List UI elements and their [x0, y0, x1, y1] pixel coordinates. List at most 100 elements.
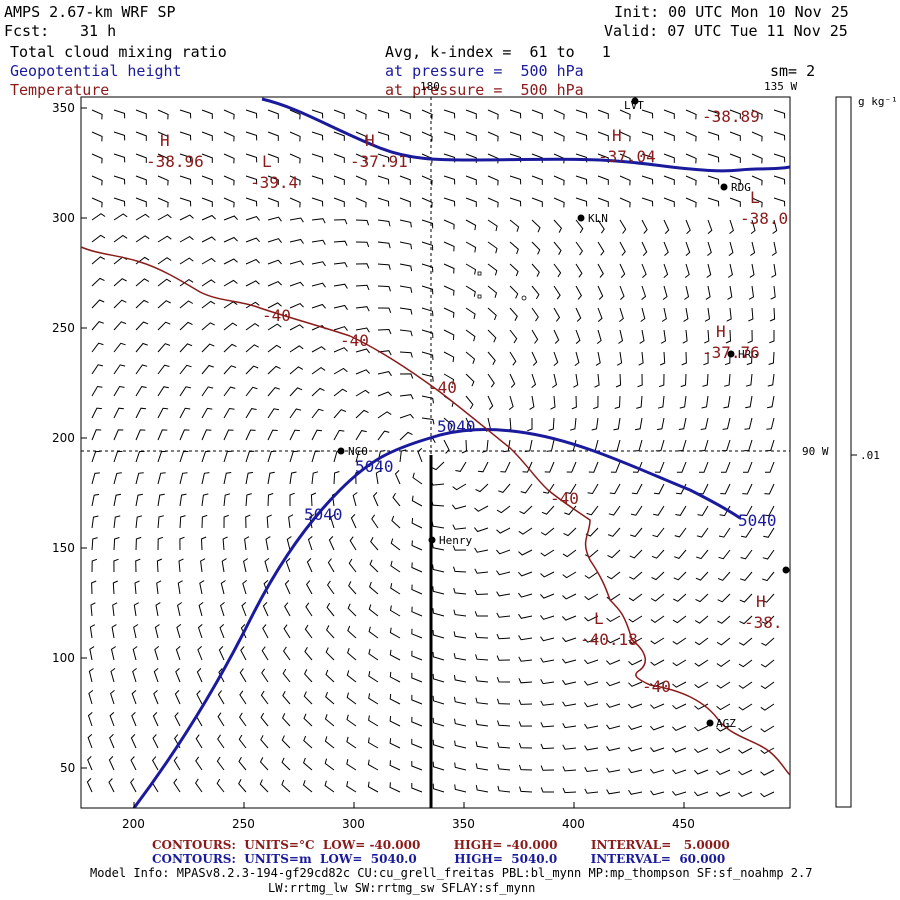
wind-barb	[763, 505, 775, 517]
wind-barb	[91, 131, 103, 142]
wind-barb	[628, 659, 643, 666]
wind-barb	[157, 493, 165, 507]
wind-barb	[411, 694, 423, 705]
wind-barb	[432, 608, 445, 617]
wind-barb	[487, 373, 495, 388]
wind-barb	[377, 285, 391, 292]
wind-barb	[496, 677, 511, 683]
wind-barb	[411, 540, 423, 551]
wind-barb	[377, 219, 391, 227]
wind-barb	[738, 747, 753, 754]
wind-barb	[553, 109, 565, 120]
wind-barb	[201, 153, 213, 163]
wind-barb	[389, 605, 401, 617]
wind-barb	[238, 734, 247, 749]
wind-barb	[451, 504, 467, 510]
wind-barb	[531, 351, 538, 366]
wind-barb	[411, 628, 423, 639]
wind-barb	[326, 602, 335, 617]
wind-barb	[389, 627, 401, 639]
wind-barb	[113, 109, 126, 119]
wind-barb	[372, 492, 379, 507]
wind-barb	[704, 307, 711, 322]
wind-barb	[562, 679, 577, 685]
wind-barb	[245, 450, 255, 463]
hl-value: -38.89	[702, 107, 760, 126]
wind-barb	[685, 197, 697, 208]
wind-barb	[678, 417, 687, 430]
wind-barb	[156, 580, 162, 595]
wind-barb	[616, 351, 623, 366]
wind-barb	[346, 714, 357, 727]
wind-barb	[738, 791, 753, 797]
wind-barb	[411, 738, 423, 749]
wind-barb	[531, 197, 543, 207]
wind-barb	[584, 745, 599, 751]
wind-barb	[289, 429, 300, 441]
wind-barb	[675, 505, 687, 516]
wind-barb	[133, 624, 139, 639]
wind-barb	[201, 493, 209, 507]
wind-barb	[749, 263, 755, 278]
wind-barb	[474, 527, 489, 533]
wind-barb	[179, 131, 192, 141]
wind-barb	[392, 492, 401, 507]
wind-barb	[553, 351, 559, 366]
hl-letter: H	[160, 131, 170, 150]
wind-barb	[267, 387, 280, 397]
wind-barb	[311, 218, 326, 224]
wind-barb	[179, 343, 193, 353]
wind-barb	[349, 536, 357, 551]
wind-barb	[421, 351, 434, 360]
wind-barb	[304, 646, 313, 661]
wind-barb	[240, 646, 247, 661]
wind-barb	[201, 407, 213, 419]
wind-barb	[267, 429, 278, 441]
wind-barb	[355, 430, 367, 441]
wind-barb	[421, 219, 434, 229]
wind-barb	[773, 131, 786, 141]
wind-barb	[311, 131, 324, 141]
wind-barb	[333, 175, 345, 185]
wind-barb	[631, 483, 643, 495]
wind-barb	[496, 549, 511, 555]
wind-barb	[135, 153, 147, 163]
wind-barb	[767, 373, 775, 387]
wind-barb	[575, 131, 588, 141]
wind-barb	[680, 373, 687, 388]
wind-barb	[135, 213, 150, 221]
wind-barb	[764, 483, 775, 495]
wind-barb	[355, 306, 370, 312]
wind-barb	[333, 326, 348, 331]
wind-barb	[699, 439, 709, 452]
x-tick-label: 250	[232, 817, 255, 831]
wind-barb	[261, 668, 269, 683]
wind-barb	[131, 690, 137, 705]
wind-barb	[288, 514, 294, 529]
wind-barb	[672, 725, 687, 731]
marker-square	[477, 271, 482, 276]
wind-barb	[465, 373, 475, 387]
wind-barb	[303, 735, 313, 749]
wind-barb	[399, 109, 411, 119]
wind-barb	[157, 278, 172, 287]
wind-barb	[155, 602, 161, 617]
wind-barb	[245, 429, 256, 441]
wind-barb	[289, 238, 304, 244]
wind-barb	[575, 175, 588, 185]
wind-barb	[289, 217, 304, 223]
wind-barb	[443, 219, 455, 230]
wind-barb	[217, 734, 225, 749]
wind-barb	[745, 395, 753, 409]
wind-barb	[324, 780, 335, 793]
wind-barb	[267, 302, 282, 309]
wind-barb	[695, 571, 709, 581]
wind-barb	[465, 197, 477, 207]
wind-barb	[716, 659, 731, 668]
temperature-contours	[81, 246, 790, 776]
wind-barb	[487, 109, 499, 120]
wind-barb	[475, 763, 489, 771]
hl-letter: L	[594, 609, 604, 628]
wind-barb	[355, 131, 367, 142]
